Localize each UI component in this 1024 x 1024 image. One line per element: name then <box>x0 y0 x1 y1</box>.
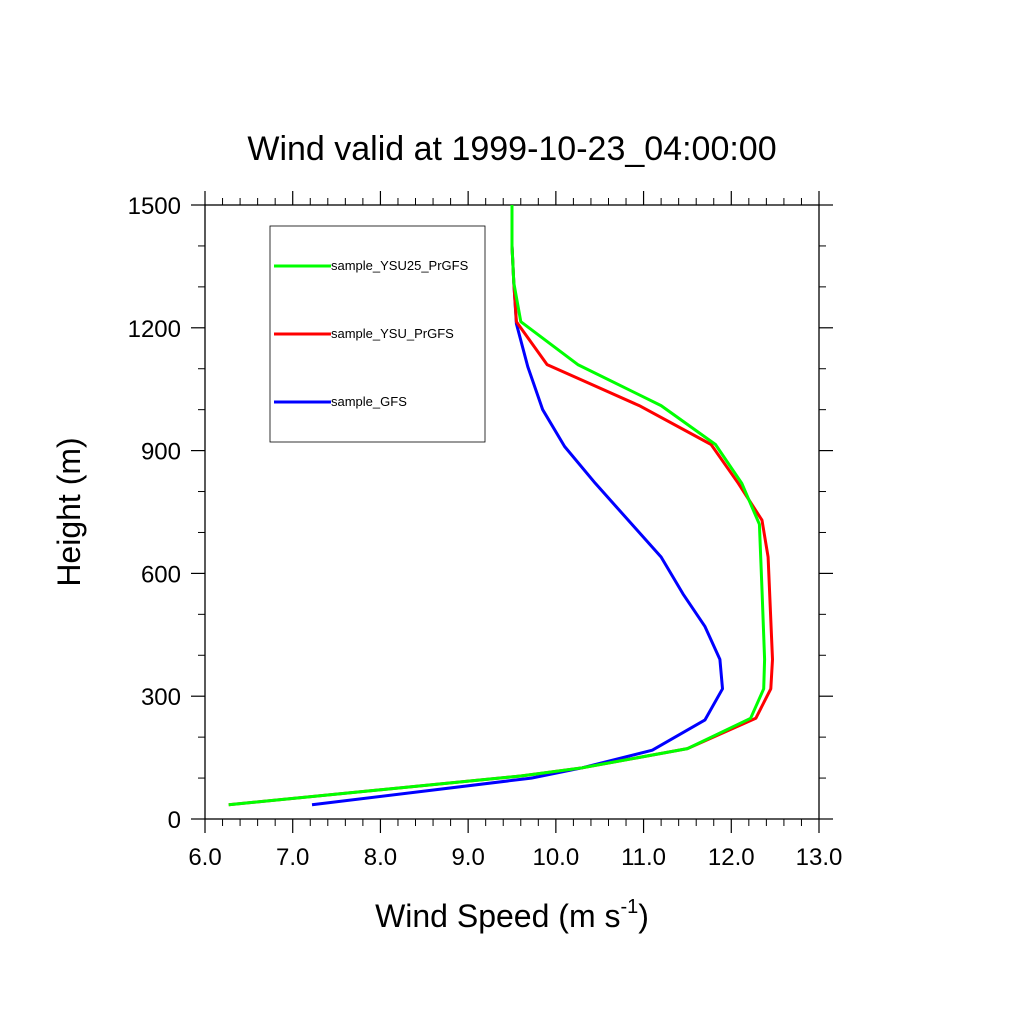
x-tick-label: 10.0 <box>532 844 579 871</box>
y-tick-label: 0 <box>168 807 181 834</box>
axis-tick-labels: 6.0 7.0 8.0 9.0 10.0 11.0 12.0 13.0 0 300 600 900 12… <box>128 193 843 871</box>
x-tick-label: 9.0 <box>451 844 484 871</box>
legend: sample_YSU25_PrGFS sample_YSU_PrGFSsample… <box>269 225 486 443</box>
legend-label: sample_YSU_PrGFS <box>331 326 454 341</box>
x-tick-label: 6.0 <box>188 844 221 871</box>
x-axis-label-superscript: -1 <box>620 896 638 918</box>
legend-items: sample_YSU25_PrGFS sample_YSU_PrGFSsample… <box>274 258 469 409</box>
series-lines <box>228 205 774 807</box>
x-tick-label: 8.0 <box>364 844 397 871</box>
y-tick-label: 600 <box>141 561 181 588</box>
y-tick-label: 1200 <box>128 316 181 343</box>
legend-label: sample_YSU25_PrGFS <box>331 258 469 273</box>
x-tick-label: 12.0 <box>708 844 755 871</box>
y-tick-label: 1500 <box>128 193 181 220</box>
x-axis-label-main: Wind Speed (m s <box>375 898 620 934</box>
legend-label: sample_GFS <box>331 394 407 409</box>
series-line-sample_YSU25_PrGFS <box>228 205 767 807</box>
y-tick-label: 900 <box>141 439 181 466</box>
x-tick-label: 11.0 <box>621 844 666 871</box>
y-axis-label: Height (m) <box>51 437 87 586</box>
x-axis-label-end: ) <box>638 898 649 934</box>
y-tick-label: 300 <box>141 684 181 711</box>
axis-ticks <box>191 191 833 833</box>
x-axis-label: Wind Speed (m s-1) <box>375 896 649 934</box>
x-tick-label: 13.0 <box>796 844 843 871</box>
x-tick-label: 7.0 <box>276 844 309 871</box>
chart-title: Wind valid at 1999-10-23_04:00:00 <box>247 130 776 168</box>
